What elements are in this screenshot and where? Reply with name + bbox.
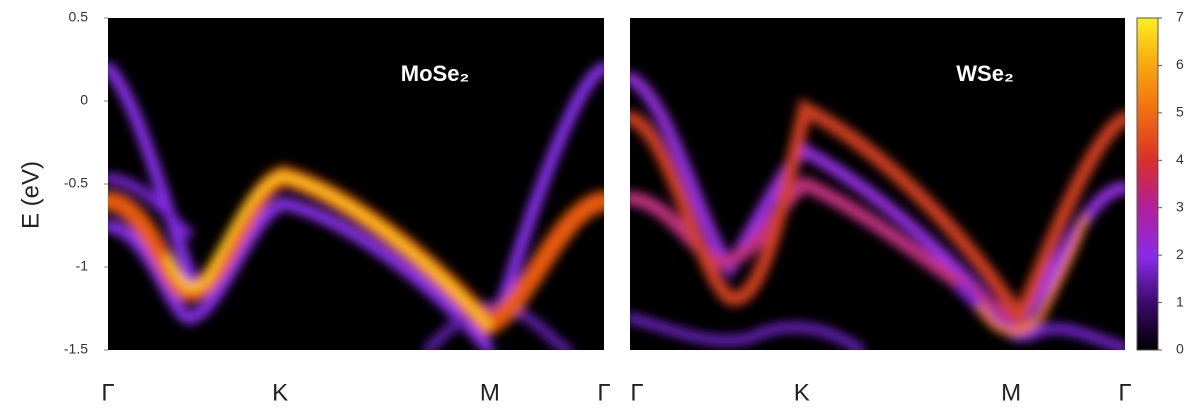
- y-tick-label: -1: [76, 258, 89, 274]
- colorbar: [1136, 17, 1159, 351]
- colorbar-tick-label: 6: [1176, 56, 1184, 72]
- panel-label: MoSe₂: [401, 61, 469, 86]
- colorbar-tick-label: 3: [1176, 198, 1184, 214]
- x-tick-label: Γ: [101, 379, 114, 406]
- colorbar-tick-label: 7: [1176, 9, 1184, 25]
- panel-mose2: [108, 18, 604, 350]
- x-tick-label: Γ: [1118, 379, 1131, 406]
- colorbar-tick-label: 2: [1176, 246, 1184, 262]
- y-tick-label: 0.5: [69, 9, 89, 25]
- panel-label: WSe₂: [956, 61, 1013, 86]
- panel-wse2: [630, 18, 1125, 350]
- x-tick-label: M: [480, 379, 500, 406]
- y-axis-label: E (eV): [17, 161, 44, 229]
- x-tick-label: Γ: [597, 379, 610, 406]
- colorbar-tick-label: 0: [1176, 341, 1184, 357]
- y-tick-label: -0.5: [64, 175, 88, 191]
- colorbar-tick-label: 5: [1176, 104, 1184, 120]
- x-tick-label: M: [1001, 379, 1021, 406]
- colorbar-tick-label: 4: [1176, 151, 1184, 167]
- x-tick-label: K: [794, 379, 810, 406]
- x-tick-label: K: [272, 379, 288, 406]
- colorbar-tick-label: 1: [1176, 293, 1184, 309]
- x-tick-label: Γ: [630, 379, 643, 406]
- y-tick-label: -1.5: [64, 341, 88, 357]
- y-tick-label: 0: [80, 92, 88, 108]
